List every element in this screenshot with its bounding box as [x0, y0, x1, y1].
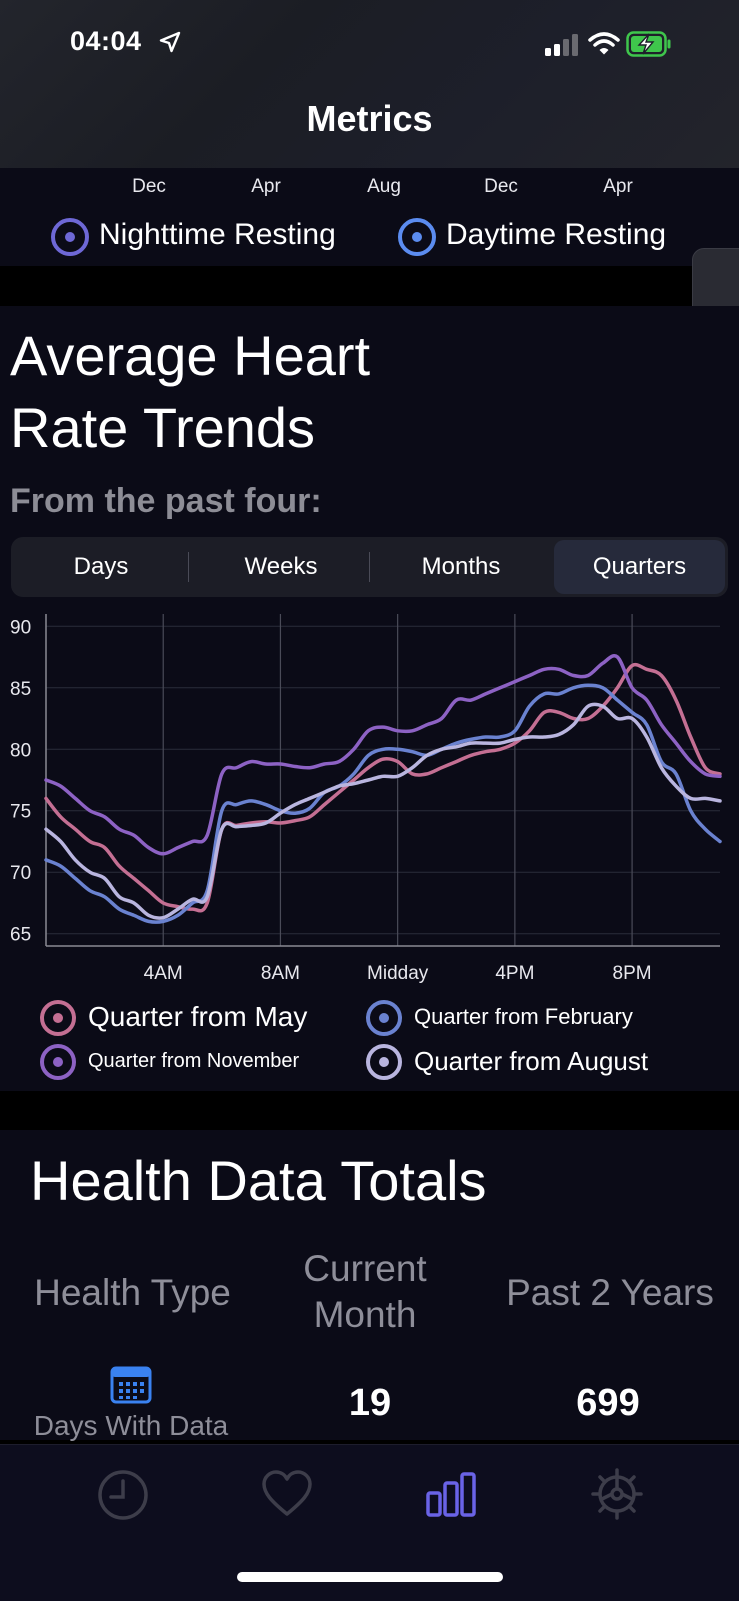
- section-title-line2: Rate Trends: [10, 396, 316, 459]
- x-tick-label: 4AM: [144, 963, 183, 984]
- location-arrow-icon: [159, 31, 181, 53]
- segment-months[interactable]: Months: [421, 553, 501, 580]
- totals-title: Health Data Totals: [30, 1149, 487, 1212]
- home-indicator: [237, 1572, 503, 1582]
- heart-icon[interactable]: [261, 1469, 313, 1519]
- segment-weeks[interactable]: Weeks: [244, 553, 318, 580]
- y-tick-label: 85: [10, 679, 31, 700]
- legend-quarter-august: Quarter from August: [414, 1046, 649, 1076]
- navigation-header: [0, 0, 739, 168]
- legend-marker-icon: [366, 1044, 402, 1080]
- column-header-health-type: Health Type: [34, 1272, 231, 1313]
- x-tick-label: 4PM: [495, 963, 534, 984]
- series-line-quarter-from-may: [44, 662, 722, 913]
- segment-divider: [369, 552, 370, 582]
- x-tick-label: Aug: [367, 176, 401, 197]
- x-tick-label: Apr: [251, 176, 281, 197]
- x-tick-label: Midday: [367, 963, 429, 984]
- calendar-icon: [110, 1366, 152, 1404]
- y-tick-label: 70: [10, 863, 31, 884]
- x-tick-label: Dec: [132, 176, 166, 197]
- series-line-quarter-from-november: [44, 654, 722, 856]
- period-segmented-control: Days Weeks Months Quarters: [11, 537, 728, 597]
- legend-marker-icon: [51, 218, 89, 256]
- clock-icon[interactable]: [97, 1469, 149, 1521]
- status-time: 04:04: [70, 26, 142, 56]
- y-tick-label: 90: [10, 617, 31, 638]
- row-past-2-years-value: 699: [576, 1382, 640, 1424]
- bar-chart-icon[interactable]: [425, 1471, 477, 1519]
- y-tick-label: 65: [10, 925, 31, 946]
- legend-nighttime-resting: Nighttime Resting: [99, 218, 336, 251]
- legend-quarter-february: Quarter from February: [414, 1004, 633, 1029]
- row-type-days-with-data: Days With Data: [33, 1410, 229, 1441]
- signal-icon: [545, 34, 578, 56]
- x-tick-label: 8PM: [613, 963, 652, 984]
- legend-daytime-resting: Daytime Resting: [446, 218, 667, 251]
- legend-quarter-may: Quarter from May: [88, 1001, 308, 1032]
- row-current-month-value: 19: [348, 1382, 392, 1424]
- legend-quarter-november: Quarter from November: [88, 1050, 300, 1072]
- health-data-totals-card: [0, 1130, 739, 1440]
- segment-divider: [188, 552, 189, 582]
- resting-chart-card: Dec Apr Aug Dec Apr Nighttime Resting Da…: [0, 168, 739, 266]
- legend-marker-icon: [398, 218, 436, 256]
- segment-quarters[interactable]: Quarters: [554, 540, 725, 594]
- gear-icon[interactable]: [590, 1467, 644, 1521]
- x-tick-label: Apr: [603, 176, 633, 197]
- section-title-line1: Average Heart: [10, 324, 371, 387]
- section-subtitle: From the past four:: [10, 482, 322, 520]
- segment-days[interactable]: Days: [73, 553, 129, 580]
- y-tick-label: 75: [10, 802, 31, 823]
- wifi-icon: [588, 32, 620, 55]
- legend-marker-icon: [366, 1000, 402, 1036]
- y-tick-label: 80: [10, 740, 31, 761]
- legend-marker-icon: [40, 1000, 76, 1036]
- page-title: Metrics: [306, 98, 433, 139]
- x-tick-label: Dec: [484, 176, 518, 197]
- x-tick-label: 8AM: [261, 963, 300, 984]
- column-header-current-month: Current Month: [303, 1248, 427, 1335]
- series-line-quarter-from-august: [44, 702, 722, 920]
- heart-rate-line-chart: 90 85 80 75 70 65 4AM 8AM Midday 4PM 8PM: [10, 614, 722, 984]
- legend-marker-icon: [40, 1044, 76, 1080]
- column-header-past-2-years: Past 2 Years: [506, 1272, 714, 1313]
- battery-charging-icon: [626, 31, 671, 57]
- series-line-quarter-from-february: [44, 683, 722, 924]
